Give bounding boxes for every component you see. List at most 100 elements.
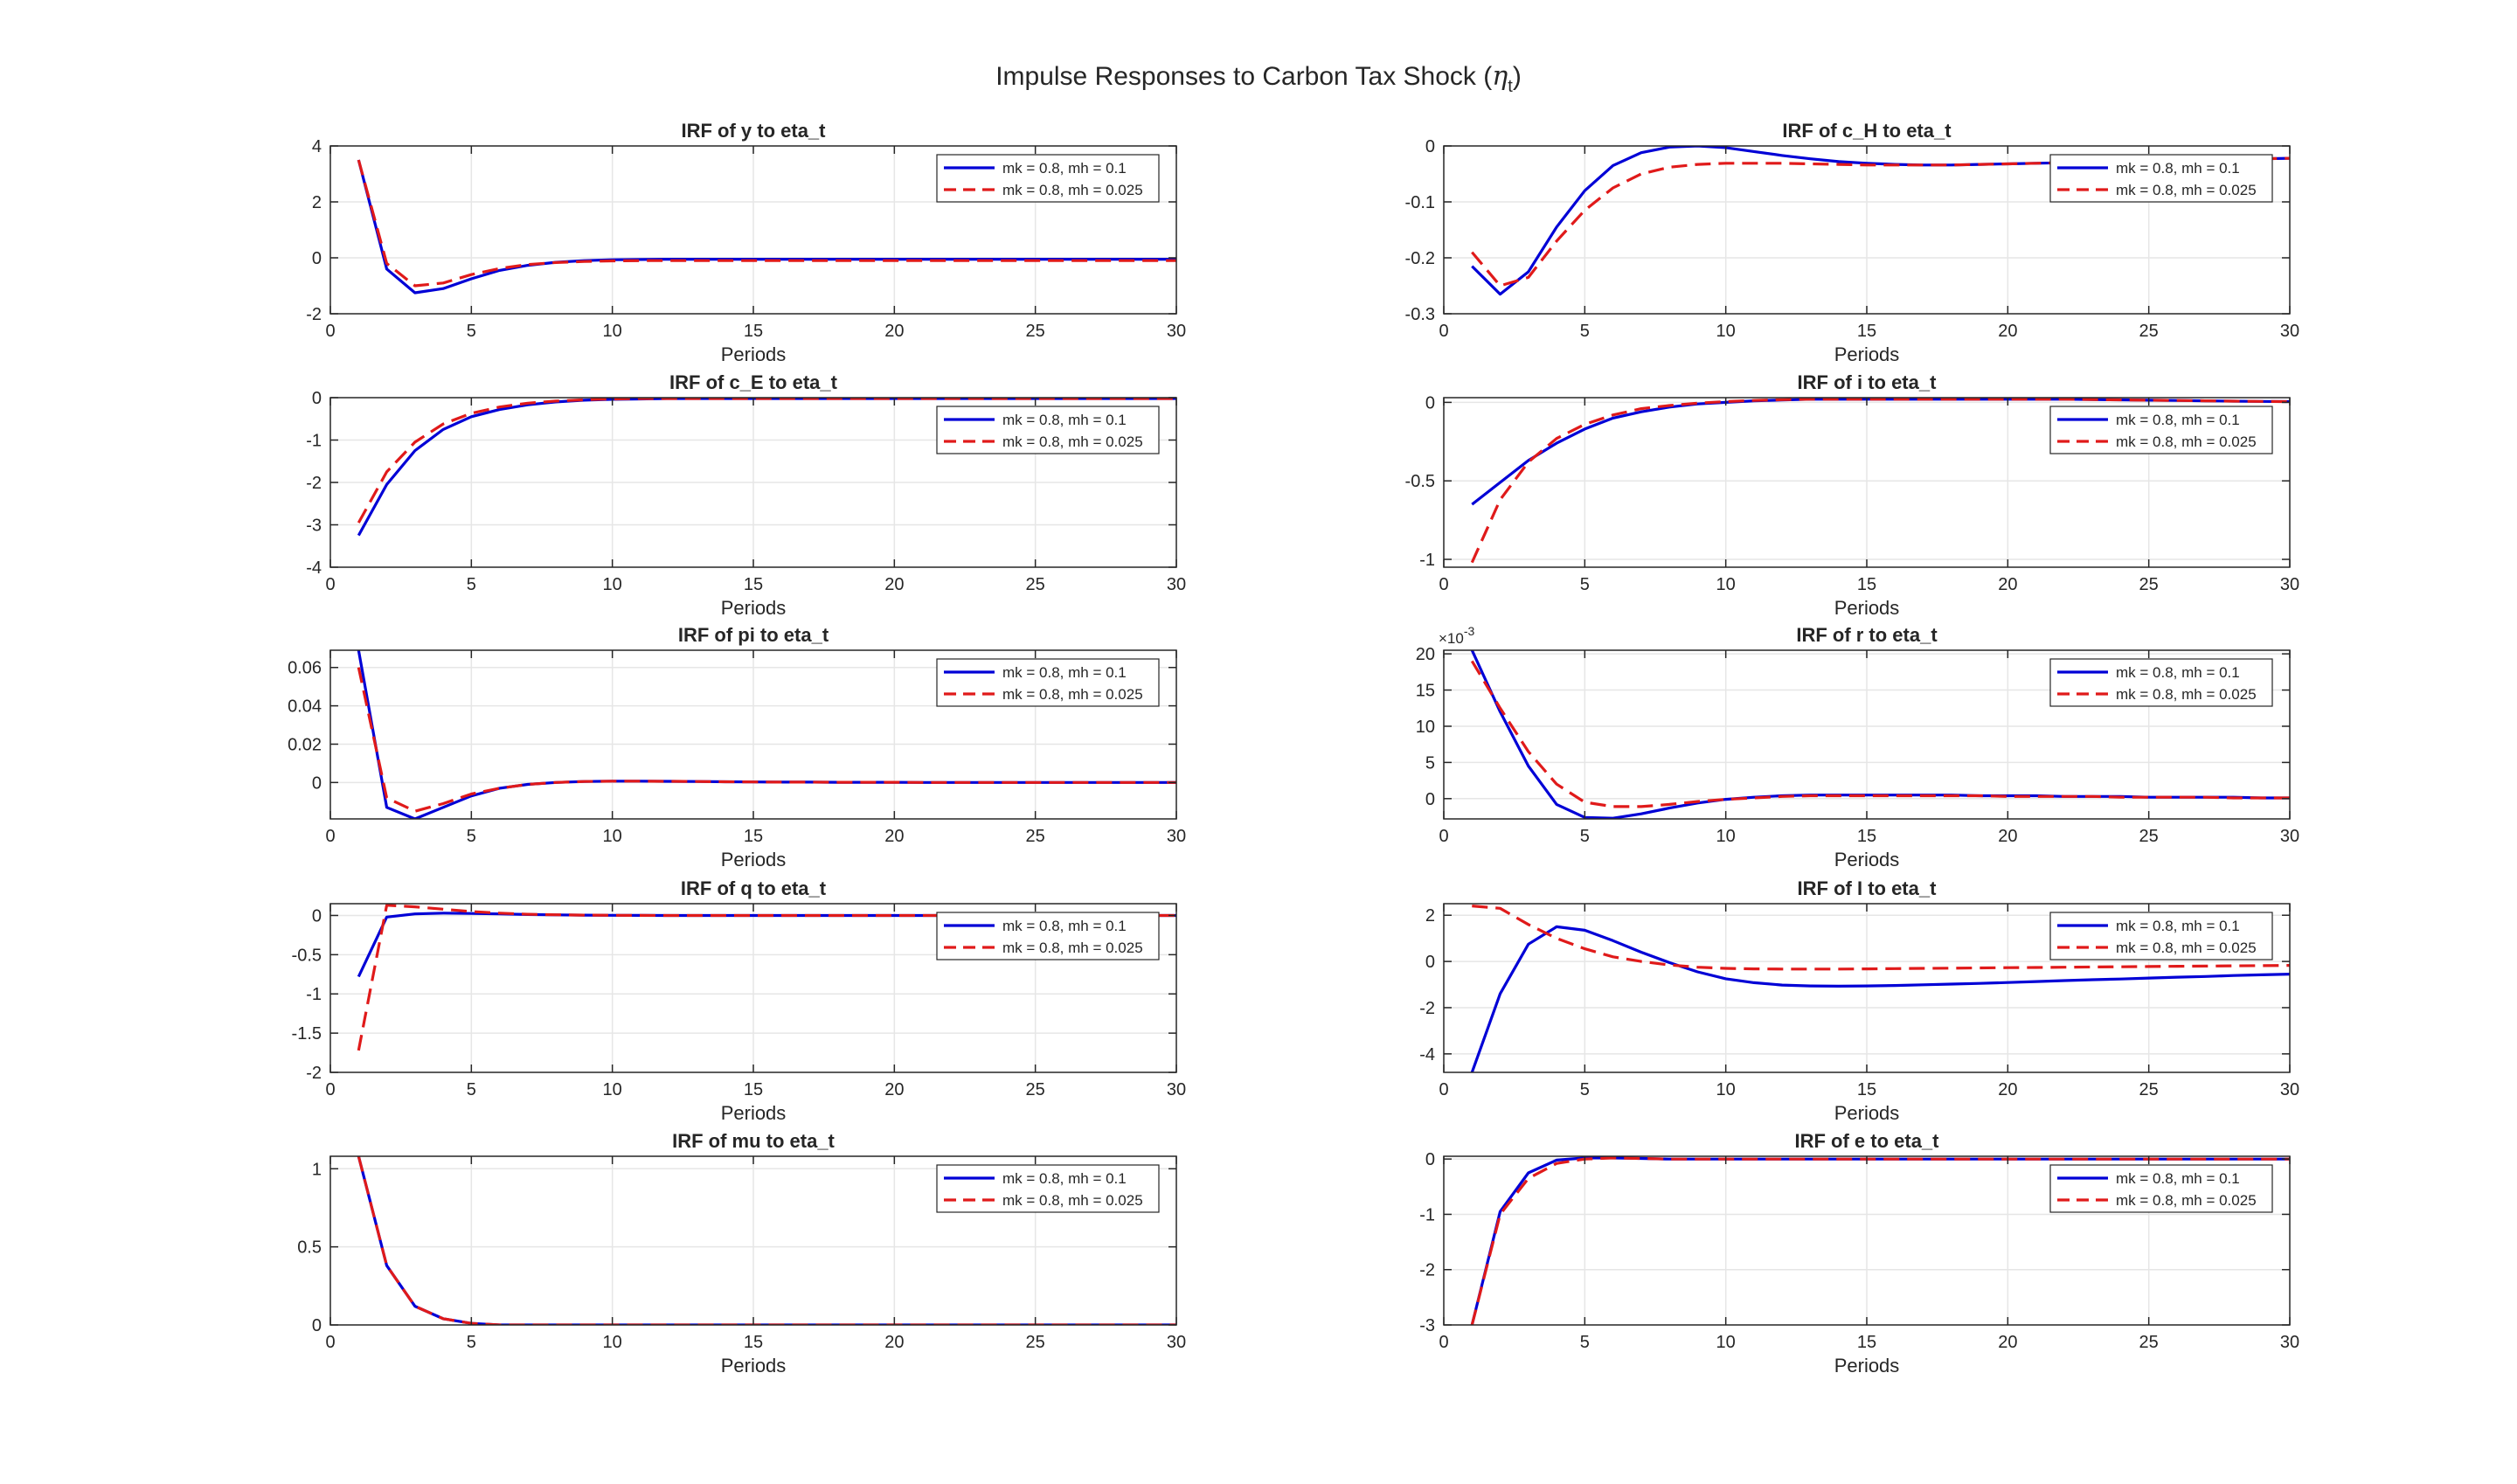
x-tick-label: 0: [1439, 827, 1448, 846]
subplot-title: IRF of e to eta_t: [1794, 1130, 1939, 1152]
y-tick-label: -0.2: [1405, 249, 1435, 268]
x-tick-label: 25: [2139, 1333, 2159, 1352]
x-tick-label: 15: [744, 1333, 763, 1352]
y-tick-label: 5: [1425, 753, 1435, 773]
x-tick-label: 15: [744, 1080, 763, 1099]
y-tick-label: 0: [1425, 1150, 1435, 1169]
y-tick-label: 0.02: [288, 735, 322, 754]
y-tick-label: 0: [312, 249, 322, 268]
figure-title-symbol: η: [1492, 61, 1508, 92]
series-line-1: [1470, 925, 2290, 1072]
y-tick-label: 0: [1425, 790, 1435, 809]
legend-entry-2: mk = 0.8, mh = 0.025: [1002, 686, 1143, 703]
x-tick-label: 5: [1580, 322, 1590, 341]
legend-entry-2: mk = 0.8, mh = 0.025: [2116, 940, 2257, 956]
x-tick-label: 25: [2139, 575, 2159, 594]
x-tick-label: 20: [884, 1080, 904, 1099]
x-tick-label: 25: [1026, 1080, 1045, 1099]
y-tick-label: 15: [1416, 682, 1435, 701]
y-tick-label: -4: [1419, 1045, 1435, 1064]
x-tick-label: 25: [2139, 322, 2159, 341]
x-tick-label: 15: [1857, 575, 1876, 594]
y-tick-label: -1.5: [292, 1024, 322, 1044]
x-tick-label: 5: [467, 575, 476, 594]
figure-title-text: Impulse Responses to Carbon Tax Shock (: [995, 62, 1492, 91]
subplot-9: 0 5 10 15 20 25 30 0 0.5 1 IRF of mu to eta_t Perio…: [297, 1130, 1186, 1377]
y-tick-label: 0: [1425, 953, 1435, 972]
legend-box: [936, 912, 1160, 960]
legend-entry-2: mk = 0.8, mh = 0.025: [2116, 433, 2257, 450]
x-tick-label: 20: [884, 827, 904, 846]
y-tick-label: -3: [1419, 1316, 1435, 1335]
legend-entry-1: mk = 0.8, mh = 0.1: [1002, 160, 1127, 177]
y-tick-label: -1: [1419, 551, 1435, 570]
legend-entry-1: mk = 0.8, mh = 0.1: [1002, 1170, 1127, 1187]
x-tick-label: 20: [884, 322, 904, 341]
legend-box: [2049, 406, 2273, 454]
x-tick-label: 25: [1026, 322, 1045, 341]
x-tick-label: 30: [1167, 322, 1186, 341]
subplot-title: IRF of c_H to eta_t: [1782, 120, 1952, 142]
x-tick-label: 10: [603, 827, 622, 846]
legend-entry-2: mk = 0.8, mh = 0.025: [2116, 1192, 2257, 1209]
figure-title-subscript: t: [1508, 77, 1513, 96]
x-tick-label: 10: [1716, 1333, 1736, 1352]
x-tick-label: 30: [1167, 1333, 1186, 1352]
x-tick-label: 5: [467, 322, 476, 341]
x-tick-label: 15: [744, 827, 763, 846]
x-tick-label: 30: [2280, 1080, 2299, 1099]
legend-box: [2049, 1164, 2273, 1213]
figure-title-end: ): [1513, 62, 1522, 91]
legend: mk = 0.8, mh = 0.1 mk = 0.8, mh = 0.025: [2049, 658, 2273, 707]
legend-entry-1: mk = 0.8, mh = 0.1: [2116, 918, 2240, 934]
series-line-2: [1470, 660, 2290, 808]
y-tick-label: -0.5: [292, 946, 322, 965]
x-tick-label: 15: [1857, 1333, 1876, 1352]
x-tick-label: 30: [2280, 1333, 2299, 1352]
legend-box: [2049, 912, 2273, 960]
x-tick-label: 15: [1857, 322, 1876, 341]
x-tick-label: 25: [2139, 1080, 2159, 1099]
legend-entry-2: mk = 0.8, mh = 0.025: [2116, 686, 2257, 703]
legend: mk = 0.8, mh = 0.1 mk = 0.8, mh = 0.025: [2049, 406, 2273, 454]
subplot-7: 0 5 10 15 20 25 30 -2 -1.5 -1 -0.5 0 IRF of q to eta…: [292, 877, 1187, 1124]
x-tick-label: 25: [1026, 1333, 1045, 1352]
x-tick-label: 0: [1439, 575, 1448, 594]
x-tick-label: 10: [1716, 827, 1736, 846]
subplot-10: 0 5 10 15 20 25 30 -3 -2 -1 0 IRF of e to eta_t Peri…: [1419, 1130, 2299, 1377]
x-tick-label: 10: [603, 575, 622, 594]
y-tick-label: -2: [306, 1064, 322, 1083]
x-tick-label: 0: [325, 827, 335, 846]
y-tick-label: -1: [306, 985, 322, 1004]
legend-entry-2: mk = 0.8, mh = 0.025: [1002, 1192, 1143, 1209]
x-tick-label: 20: [1998, 322, 2017, 341]
x-axis-label: Periods: [1834, 597, 1900, 619]
legend-box: [936, 406, 1160, 454]
legend-box: [2049, 154, 2273, 203]
y-tick-label: 0: [312, 1316, 322, 1335]
x-tick-label: 20: [1998, 1333, 2017, 1352]
series-line-2: [357, 667, 1176, 813]
series-line-2: [357, 159, 1176, 288]
y-tick-label: -0.5: [1405, 472, 1435, 491]
y-tick-label: -0.1: [1405, 193, 1435, 212]
subplot-title: IRF of pi to eta_t: [678, 624, 829, 646]
legend: mk = 0.8, mh = 0.1 mk = 0.8, mh = 0.025: [2049, 912, 2273, 960]
x-tick-label: 0: [325, 1333, 335, 1352]
legend-entry-1: mk = 0.8, mh = 0.1: [1002, 918, 1127, 934]
x-tick-label: 0: [1439, 1080, 1448, 1099]
legend: mk = 0.8, mh = 0.1 mk = 0.8, mh = 0.025: [2049, 154, 2273, 203]
legend-entry-1: mk = 0.8, mh = 0.1: [2116, 664, 2240, 681]
x-axis-label: Periods: [721, 1355, 787, 1377]
legend: mk = 0.8, mh = 0.1 mk = 0.8, mh = 0.025: [2049, 1164, 2273, 1213]
subplot-title: IRF of mu to eta_t: [672, 1130, 835, 1152]
x-tick-label: 0: [325, 575, 335, 594]
y-tick-label: -4: [306, 558, 322, 578]
x-axis-label: Periods: [721, 1102, 787, 1124]
x-tick-label: 25: [1026, 827, 1045, 846]
legend-entry-1: mk = 0.8, mh = 0.1: [1002, 664, 1127, 681]
series-line-2: [1472, 905, 2290, 971]
subplot-4: 0 5 10 15 20 25 30 -1 -0.5 0 IRF of i to eta_t Peri…: [1405, 371, 2300, 619]
x-tick-label: 0: [325, 1080, 335, 1099]
